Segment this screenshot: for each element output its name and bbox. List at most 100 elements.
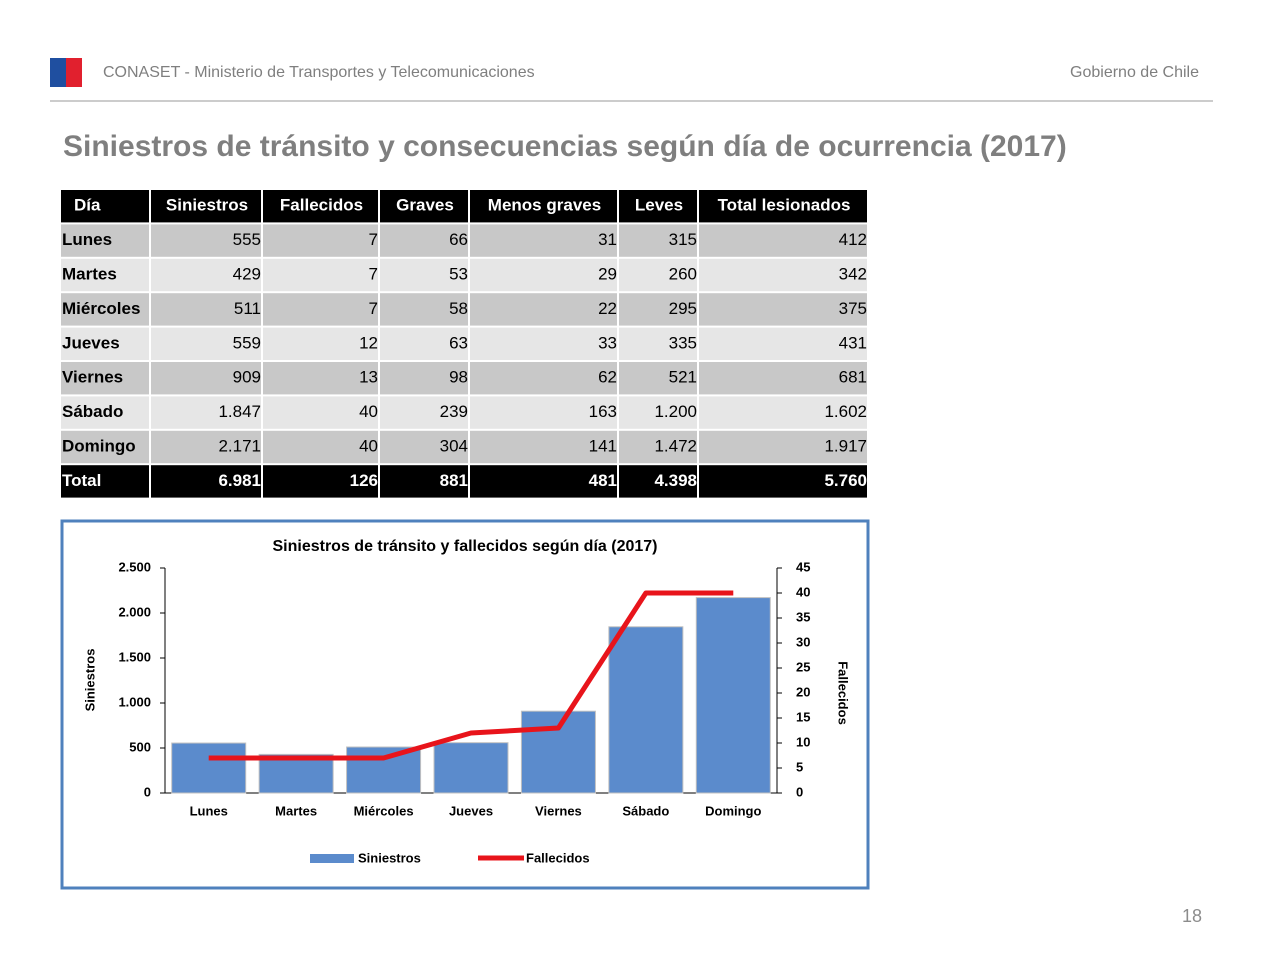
table-text: 1.917 — [824, 436, 867, 455]
y2-tick-label: 40 — [796, 584, 810, 599]
table-text: 511 — [234, 299, 261, 318]
table-cell — [61, 258, 149, 292]
y-tick-label: 2.500 — [118, 559, 151, 574]
table-text: 98 — [449, 368, 468, 387]
table-cell — [619, 430, 697, 464]
table-cell — [619, 258, 697, 292]
table-cell — [619, 190, 697, 223]
bar — [171, 742, 247, 794]
y2-tick-label: 45 — [796, 559, 810, 574]
table-text: 163 — [589, 402, 617, 421]
y2-tick-label: 0 — [796, 784, 803, 799]
chart-title: Siniestros de tránsito y fallecidos segú… — [272, 538, 657, 555]
y2-tick-label: 25 — [796, 659, 810, 674]
table-text: 7 — [369, 299, 378, 318]
y2-tick-label: 10 — [796, 734, 810, 749]
table-text: 58 — [449, 299, 468, 318]
bar — [608, 626, 684, 794]
y2-tick-label: 15 — [796, 709, 810, 724]
table-cell — [151, 224, 261, 257]
table-cell — [61, 327, 149, 360]
table-cell — [619, 293, 697, 326]
table-cell — [61, 362, 149, 395]
column-header: Fallecidos — [280, 196, 363, 215]
table-cell — [151, 362, 261, 395]
table-cell — [619, 224, 697, 257]
y2-tick-label: 30 — [796, 634, 810, 649]
table-cell — [470, 190, 617, 223]
table-cell — [699, 430, 867, 464]
table-cell — [699, 224, 867, 257]
table-cell — [470, 396, 617, 429]
table-cell — [619, 327, 697, 360]
x-tick-label: Domingo — [705, 803, 761, 818]
table-cell — [151, 465, 261, 498]
table-text: 13 — [359, 368, 378, 387]
table-text: Lunes — [62, 230, 112, 249]
table-cell — [699, 327, 867, 360]
slide-title: Siniestros de tránsito y consecuencias s… — [63, 130, 1067, 163]
table-text: 126 — [350, 471, 378, 490]
table-text: Domingo — [62, 436, 136, 455]
table-cell — [380, 293, 468, 326]
line — [208, 590, 734, 761]
table-cell — [699, 396, 867, 429]
table-cell — [61, 430, 149, 464]
table-text: 40 — [359, 436, 378, 455]
table-cell — [619, 465, 697, 498]
bar — [346, 746, 422, 794]
table-cell — [263, 465, 378, 498]
y2-tick-label: 35 — [796, 609, 810, 624]
y2-axis-label: Fallecidos — [836, 661, 851, 725]
table-text: 335 — [669, 333, 697, 352]
table-cell — [151, 190, 261, 223]
table-cell — [263, 293, 378, 326]
table-text: 22 — [598, 299, 617, 318]
bar — [695, 597, 771, 794]
table-text: 53 — [449, 264, 468, 283]
legend-label: Fallecidos — [526, 850, 590, 865]
y2-tick-label: 20 — [796, 684, 810, 699]
column-header: Menos graves — [488, 196, 601, 215]
table-cell — [151, 396, 261, 429]
table-cell — [380, 362, 468, 395]
table-text: 4.398 — [654, 471, 697, 490]
column-header: Graves — [396, 196, 454, 215]
table-cell — [61, 224, 149, 257]
table-cell — [699, 293, 867, 326]
table-text: 909 — [233, 368, 261, 387]
table-text: 412 — [839, 230, 867, 249]
legend-label: Siniestros — [358, 850, 421, 865]
table-text: 33 — [598, 333, 617, 352]
table-cell — [263, 327, 378, 360]
table-cell — [61, 396, 149, 429]
organization: CONASET - Ministerio de Transportes y Te… — [103, 64, 535, 81]
y-tick-label: 500 — [129, 739, 151, 754]
table-cell — [380, 430, 468, 464]
table-cell — [151, 258, 261, 292]
table-cell — [470, 362, 617, 395]
table-text: 31 — [598, 230, 617, 249]
column-header: Día — [74, 196, 101, 215]
table-text: 239 — [440, 402, 468, 421]
table-cell — [699, 258, 867, 292]
table-text: 7 — [369, 230, 378, 249]
table-text: Martes — [62, 264, 117, 283]
table-text: 431 — [839, 333, 867, 352]
table-cell — [380, 465, 468, 498]
table-text: 315 — [669, 230, 697, 249]
table-text: 559 — [233, 333, 261, 352]
table-text: 342 — [839, 264, 867, 283]
table-cell — [380, 396, 468, 429]
page-number: 18 — [1182, 906, 1202, 926]
table-cell — [470, 224, 617, 257]
table-text: 62 — [598, 368, 617, 387]
bar — [433, 742, 509, 794]
table-cell — [151, 430, 261, 464]
table-text: Jueves — [62, 333, 120, 352]
table-cell — [470, 430, 617, 464]
table-cell — [470, 258, 617, 292]
table-text: 1.847 — [218, 402, 261, 421]
